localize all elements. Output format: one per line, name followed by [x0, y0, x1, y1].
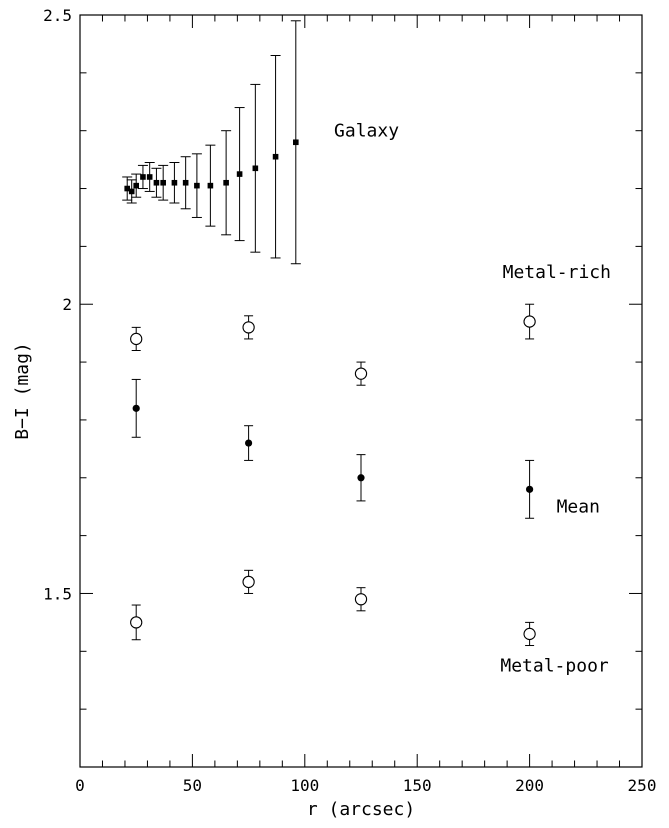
- galaxy-point: [133, 182, 139, 189]
- x-axis-label: r (arcsec): [307, 799, 415, 820]
- galaxy-point: [160, 179, 166, 186]
- galaxy-point: [182, 179, 189, 186]
- series-galaxy: [122, 20, 301, 265]
- series-mean: [131, 378, 535, 519]
- galaxy-point: [236, 171, 243, 177]
- mean-point: [132, 404, 140, 412]
- metal-rich-point: [130, 332, 143, 346]
- galaxy-point: [153, 179, 160, 186]
- galaxy-point: [128, 188, 135, 195]
- x-tick-label: 150: [403, 776, 432, 795]
- galaxy-point: [171, 179, 178, 186]
- series-metal-poor: [130, 569, 536, 647]
- y-tick-label: 1.5: [43, 584, 72, 603]
- metal-poor-point: [354, 593, 368, 606]
- plot-frame: [79, 14, 643, 768]
- annotation-mean: Mean: [557, 496, 600, 517]
- metal-poor-point: [130, 616, 143, 629]
- x-tick-label: 200: [515, 776, 544, 795]
- series-metal-rich: [130, 303, 536, 386]
- galaxy-point: [252, 165, 259, 172]
- y-tick-label: 2.5: [43, 6, 72, 25]
- metal-poor-point: [242, 575, 255, 589]
- galaxy-point: [272, 153, 279, 160]
- annotation-galaxy: Galaxy: [334, 120, 399, 141]
- galaxy-point: [140, 174, 146, 180]
- galaxy-point: [223, 179, 229, 186]
- galaxy-point: [293, 139, 299, 146]
- metal-rich-point: [242, 321, 255, 334]
- annotation-metal-poor: Metal-poor: [500, 656, 609, 677]
- annotation-metal-rich: Metal-rich: [503, 262, 611, 283]
- metal-rich-point: [523, 315, 536, 328]
- x-tick-label: 250: [628, 776, 657, 795]
- axis-ticks: [79, 14, 643, 768]
- galaxy-point: [124, 185, 131, 192]
- mean-point: [357, 474, 365, 482]
- mean-point: [526, 485, 534, 493]
- metal-rich-point: [354, 367, 368, 380]
- mean-point: [245, 439, 253, 447]
- x-tick-label: 100: [290, 776, 319, 795]
- data-marks: [122, 20, 536, 647]
- galaxy-point: [146, 174, 153, 180]
- galaxy-point: [207, 182, 214, 189]
- annotations: Galaxy Metal-rich Mean Metal-poor: [334, 120, 611, 676]
- x-tick-label: 50: [183, 776, 202, 795]
- tick-labels: 0 50 100 150 200 250 1.5 2 2.5: [43, 6, 656, 795]
- x-tick-label: 0: [75, 776, 85, 795]
- y-axis-label: B−I (mag): [12, 342, 33, 440]
- metal-poor-point: [523, 627, 536, 641]
- y-tick-label: 2: [62, 295, 72, 314]
- galaxy-point: [194, 182, 200, 189]
